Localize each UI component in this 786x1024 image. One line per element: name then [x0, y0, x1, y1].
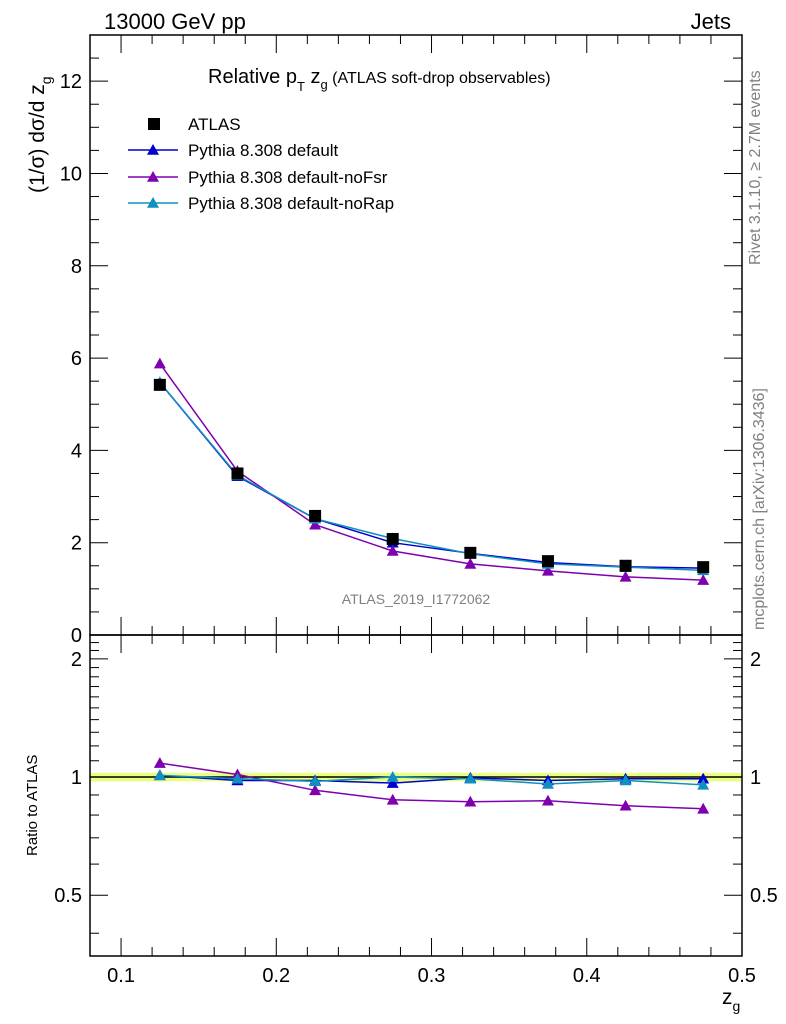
ratio-marker-nofsr [541, 794, 554, 806]
y-tick-label-main: 2 [71, 533, 82, 555]
ratio-marker-norap [231, 772, 244, 784]
ratio-marker-nofsr [153, 757, 166, 768]
ratio-marker-norap [541, 777, 554, 789]
marker-nofsr [619, 570, 632, 582]
data-point-atlas [541, 555, 554, 568]
marker-nofsr [309, 518, 322, 530]
ratio-marker-norap [464, 772, 477, 784]
ratio-marker-norap [386, 771, 399, 782]
ratio-marker-nofsr [464, 795, 477, 807]
mcplots-label: mcplots.cern.ch [arXiv:1306.3436] [751, 388, 768, 630]
ratio-line-norap [159, 774, 704, 786]
ratio-marker-norap [309, 775, 322, 787]
y-tick-label-ratio-right: 1 [750, 767, 761, 789]
y-tick-label-main: 6 [71, 348, 82, 370]
series-line-nofsr [159, 363, 704, 581]
legend-marker [147, 144, 159, 155]
ratio-marker-default [386, 777, 399, 788]
header-left: 13000 GeV pp [104, 9, 246, 34]
title-paren: (ATLAS soft-drop observables) [328, 70, 551, 87]
data-point-atlas [386, 533, 399, 545]
ratio-line-default [159, 774, 704, 784]
legend-label: Pythia 8.308 default-noRap [188, 194, 394, 213]
y-tick-label-ratio-left: 1 [71, 767, 82, 789]
marker-nofsr [153, 357, 166, 369]
x-tick-label: 0.4 [573, 965, 601, 987]
x-tick-label: 0.5 [728, 965, 756, 987]
legend-label: ATLAS [188, 115, 241, 134]
analysis-watermark: ATLAS_2019_I1772062 [342, 591, 491, 607]
legend-marker [147, 171, 159, 182]
marker-nofsr [541, 564, 554, 576]
data-point-atlas [231, 467, 244, 480]
y-tick-label-main: 12 [60, 71, 82, 93]
data-point-atlas [464, 546, 477, 559]
y-tick-label-ratio-right: 2 [750, 649, 761, 671]
series-layer [153, 357, 710, 814]
legend-marker [147, 197, 159, 208]
ratio-marker-norap [697, 778, 710, 790]
data-point-atlas [153, 378, 166, 391]
y-tick-label-ratio-left: 2 [71, 649, 82, 671]
title-z: z [305, 66, 321, 88]
y-tick-label-main: 10 [60, 163, 82, 185]
y-tick-label-ratio-right: 0.5 [750, 885, 778, 907]
y-tick-label-ratio-left: 0.5 [54, 885, 82, 907]
title-sub-T: T [297, 79, 305, 94]
header-right: Jets [691, 9, 731, 34]
marker-nofsr [697, 574, 710, 585]
legend: ATLAS Pythia 8.308 default Pythia 8.308 de… [128, 115, 394, 213]
ratio-marker-default [697, 772, 710, 784]
main-ylabel: (1/σ) dσ/d zg [26, 76, 54, 193]
ratio-ylabel: Ratio to ATLAS [24, 755, 41, 856]
ratio-marker-nofsr [386, 793, 399, 805]
ratio-frame [89, 634, 743, 957]
ratio-marker-nofsr [697, 802, 710, 814]
x-tick-label: 0.1 [107, 965, 135, 987]
x-tick-label: 0.3 [418, 965, 446, 987]
ratio-marker-norap [619, 774, 632, 786]
rivet-label: Rivet 3.1.10, ≥ 2.7M events [747, 70, 764, 265]
title-sub-g: g [320, 77, 327, 92]
y-tick-label-main: 0 [71, 625, 82, 647]
data-point-atlas [697, 561, 710, 574]
ratio-marker-nofsr [619, 799, 632, 811]
x-tick-label: 0.2 [262, 965, 290, 987]
y-tick-label-main: 8 [71, 256, 82, 278]
ratio-line-nofsr [159, 762, 704, 810]
ratio-marker-norap [153, 769, 166, 781]
plot-title: Relative pT zg (ATLAS soft-drop observab… [208, 66, 551, 94]
data-point-atlas [309, 509, 322, 522]
xlabel: zg [722, 986, 740, 1014]
title-main: Relative p [208, 66, 297, 88]
series-line-norap [159, 382, 704, 572]
marker-nofsr [386, 545, 399, 556]
legend-label: Pythia 8.308 default-noFsr [188, 168, 388, 187]
marker-nofsr [464, 557, 477, 569]
y-tick-label-main: 4 [71, 440, 82, 462]
legend-marker-atlas [148, 118, 160, 130]
ratio-marker-nofsr [309, 784, 322, 796]
legend-label: Pythia 8.308 default [188, 141, 339, 160]
data-point-atlas [619, 559, 632, 572]
